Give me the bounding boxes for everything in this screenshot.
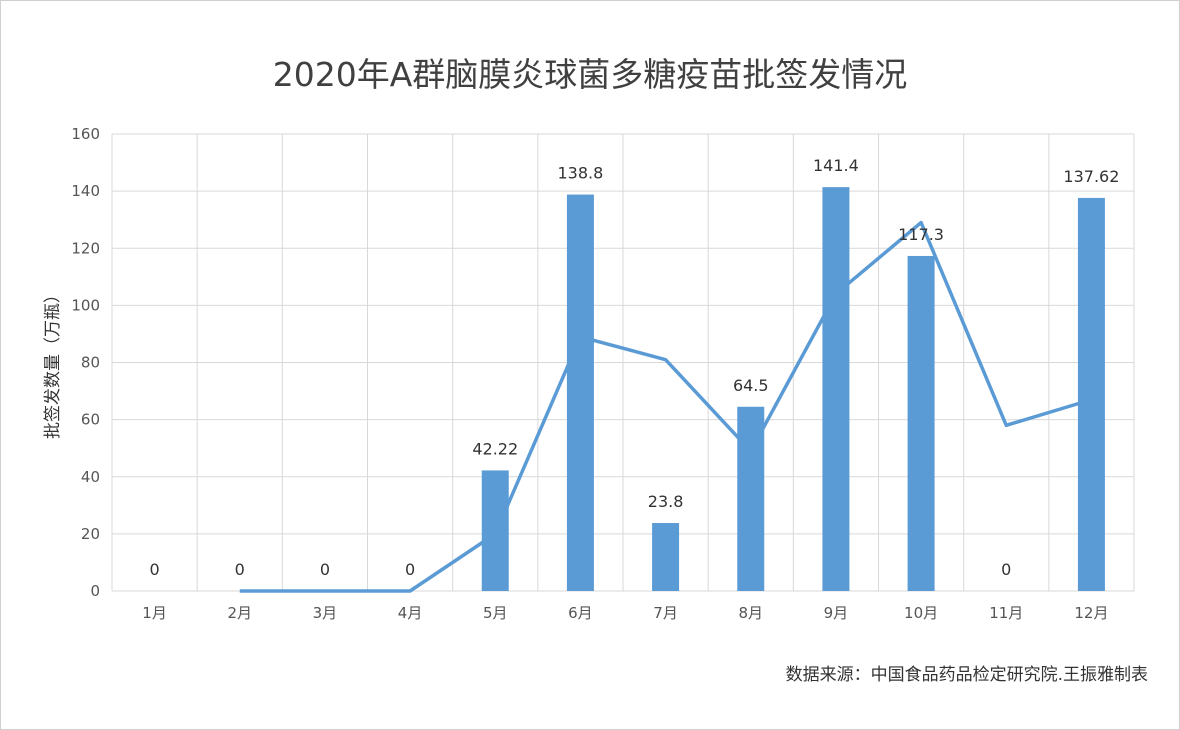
data-label: 137.62	[1063, 167, 1119, 186]
chart-title: 2020年A群脑膜炎球菌多糖疫苗批签发情况	[272, 55, 908, 94]
y-tick-label: 100	[71, 296, 100, 314]
bar	[566, 194, 594, 592]
y-tick-label: 140	[71, 182, 100, 200]
y-tick-label: 20	[81, 525, 100, 543]
x-tick-label: 4月	[398, 604, 423, 622]
y-axis-label: 批签发数量（万瓶）	[43, 286, 63, 439]
y-tick-label: 160	[71, 125, 100, 143]
data-label: 0	[149, 560, 159, 579]
x-tick-label: 2月	[227, 604, 252, 622]
series-line	[239, 220, 1092, 593]
data-label: 23.8	[648, 492, 684, 511]
data-label: 0	[405, 560, 415, 579]
data-label: 141.4	[813, 156, 859, 175]
x-tick-label: 11月	[989, 604, 1023, 622]
x-tick-label: 10月	[904, 604, 938, 622]
data-label: 0	[1001, 560, 1011, 579]
source-note: 数据来源：中国食品药品检定研究院.王振雅制表	[785, 665, 1148, 685]
x-tick-label: 12月	[1074, 604, 1108, 622]
y-tick-label: 60	[81, 411, 100, 429]
bar	[1077, 197, 1105, 591]
y-tick-label: 40	[81, 468, 100, 486]
x-tick-label: 3月	[313, 604, 338, 622]
x-tick-label: 5月	[483, 604, 508, 622]
x-tick-label: 9月	[824, 604, 849, 622]
data-labels: 0 0 0 0 42.22 138.8 23.8 64.5 141.4 117.3 0 137.62	[149, 156, 1119, 579]
data-label: 0	[320, 560, 330, 579]
x-axis-ticks: 1月 2月 3月 4月 5月 6月 7月 8月 9月 10月 11月 12月	[142, 604, 1108, 622]
line-series	[239, 220, 1092, 593]
data-label: 138.8	[558, 164, 604, 183]
y-tick-label: 80	[81, 354, 100, 372]
bar	[652, 523, 680, 591]
y-axis-ticks: 0 20 40 60 80 100 120 140 160	[71, 125, 100, 600]
data-label: 117.3	[898, 225, 944, 244]
bar-series	[481, 187, 1105, 592]
x-tick-label: 7月	[653, 604, 678, 622]
data-label: 64.5	[733, 376, 769, 395]
grid-lines	[111, 133, 1135, 592]
y-tick-label: 0	[90, 582, 100, 600]
data-label: 0	[235, 560, 245, 579]
y-tick-label: 120	[71, 239, 100, 257]
bar	[907, 255, 935, 592]
x-tick-label: 1月	[142, 604, 167, 622]
x-tick-label: 8月	[738, 604, 763, 622]
x-tick-label: 6月	[568, 604, 593, 622]
data-label: 42.22	[472, 439, 518, 458]
bar	[822, 187, 850, 591]
